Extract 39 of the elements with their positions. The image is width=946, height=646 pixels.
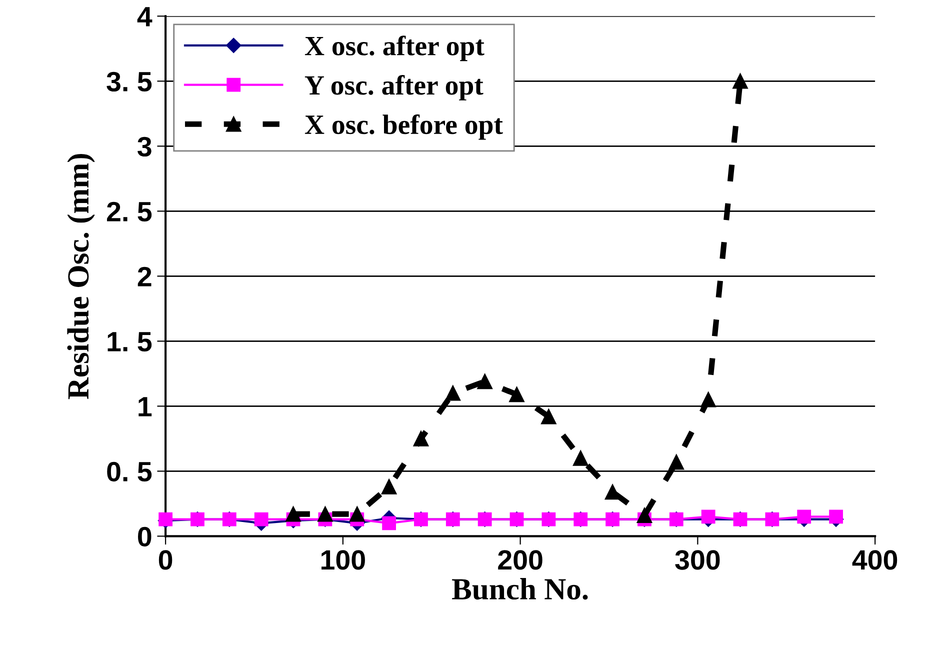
y-tick-label: 2 xyxy=(138,266,152,286)
x-tick-label: 0 xyxy=(158,550,172,570)
point xyxy=(732,74,748,89)
point xyxy=(286,506,301,522)
legend-label: X osc. before opt xyxy=(304,114,503,140)
point xyxy=(445,386,461,401)
x-axis-title: Bunch No. xyxy=(452,578,588,600)
point xyxy=(318,506,333,522)
y-tick-label: 3 xyxy=(138,136,152,157)
point xyxy=(668,454,684,470)
x-tick-label: 200 xyxy=(498,550,542,570)
point xyxy=(254,512,268,526)
y-axis-title: Residue Osc. (mm) xyxy=(67,154,95,400)
y-tick-label: 1 xyxy=(138,397,152,416)
y-tick-label: 3. 5 xyxy=(106,72,152,92)
y-tick-label: 0 xyxy=(138,526,152,547)
point xyxy=(477,374,492,390)
point xyxy=(700,392,716,408)
point xyxy=(413,431,429,446)
point xyxy=(509,386,524,402)
point xyxy=(541,408,556,424)
point xyxy=(604,484,620,500)
point xyxy=(636,508,652,524)
point xyxy=(797,510,812,524)
point xyxy=(381,479,397,494)
legend-label: Y osc. after opt xyxy=(304,74,484,100)
legend-label: X osc. after opt xyxy=(304,36,484,62)
y-tick-label: 2. 5 xyxy=(106,202,152,222)
point xyxy=(572,450,588,466)
point xyxy=(829,510,843,524)
x-tick-label: 100 xyxy=(322,550,365,570)
point xyxy=(349,506,365,522)
y-tick-label: 4 xyxy=(137,7,152,26)
point xyxy=(382,516,396,530)
y-tick-label: 1. 5 xyxy=(108,332,152,352)
point xyxy=(701,510,716,524)
y-tick-label: 0. 5 xyxy=(107,462,152,482)
x-tick-label: 400 xyxy=(852,550,898,570)
x-tick-label: 300 xyxy=(675,550,720,570)
